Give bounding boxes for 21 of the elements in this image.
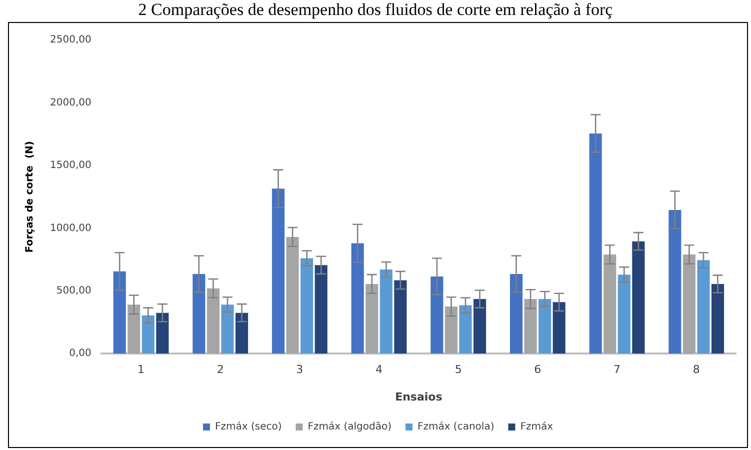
x-tick-label: 8 <box>692 363 700 376</box>
y-tick-label: 2500,00 <box>50 34 92 46</box>
x-tick-label: 2 <box>216 363 224 376</box>
x-axis-title: Ensaios <box>395 390 443 404</box>
x-tick-label: 3 <box>296 363 304 376</box>
y-tick-label: 500,00 <box>56 285 92 296</box>
x-tick-label: 7 <box>614 363 621 376</box>
y-tick-label: 1000,00 <box>50 222 92 234</box>
x-tick-label: 5 <box>454 363 462 376</box>
legend-label: Fzmáx (canola) <box>417 422 494 433</box>
y-tick-label: 2000,00 <box>50 97 92 108</box>
legend-label: Fzmáx <box>520 422 554 433</box>
y-axis-title: Forças de corte (N) <box>24 141 36 253</box>
y-tick-label: 1500,00 <box>50 160 92 172</box>
x-tick-label: 4 <box>376 363 383 376</box>
legend-label: Fzmáx (algodão) <box>308 422 392 433</box>
legend-label: Fzmáx (seco) <box>214 422 282 433</box>
chart-title: 2 Comparações de desempenho dos fluidos de corte em relação à forç <box>137 0 614 20</box>
y-tick-label: 0,00 <box>69 348 92 360</box>
x-tick-label: 6 <box>534 363 542 376</box>
x-tick-label: 1 <box>138 363 145 376</box>
